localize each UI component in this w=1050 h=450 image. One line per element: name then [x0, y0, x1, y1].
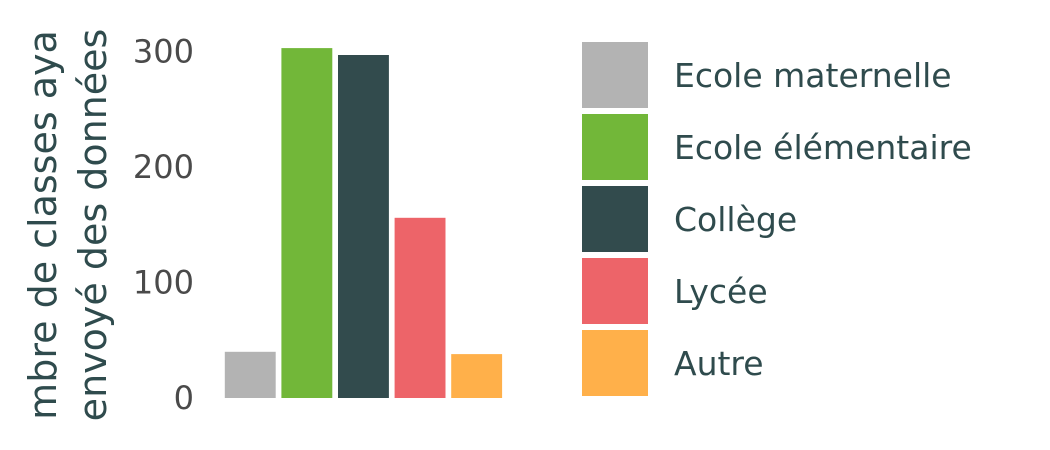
bar-4 [451, 354, 503, 398]
legend: Ecole maternelle Ecole élémentaire Collège… [582, 42, 972, 396]
bar-2 [338, 55, 389, 398]
legend-key-2 [582, 186, 648, 252]
y-axis-title: mbre de classes aya envoyé des données [21, 29, 115, 422]
y-tick-label: 0 [174, 379, 194, 417]
y-tick-label: 200 [133, 148, 194, 186]
y-axis-ticks: 0 100 200 300 [133, 33, 194, 417]
legend-label-1: Ecole élémentaire [674, 128, 972, 167]
y-axis-title-line-2: envoyé des données [71, 29, 115, 422]
y-tick-label: 100 [133, 264, 194, 302]
y-axis-title-line-1: mbre de classes aya [21, 30, 65, 420]
legend-key-1 [582, 114, 648, 180]
legend-label-3: Lycée [674, 272, 768, 311]
legend-key-4 [582, 330, 648, 396]
legend-label-4: Autre [674, 344, 764, 383]
legend-label-2: Collège [674, 200, 797, 239]
legend-key-0 [582, 42, 648, 108]
legend-label-0: Ecole maternelle [674, 56, 952, 95]
bars-group [224, 48, 503, 398]
legend-key-3 [582, 258, 648, 324]
bar-3 [394, 217, 446, 398]
y-tick-label: 300 [133, 33, 194, 71]
bar-0 [224, 351, 276, 398]
bar-1 [281, 48, 333, 398]
